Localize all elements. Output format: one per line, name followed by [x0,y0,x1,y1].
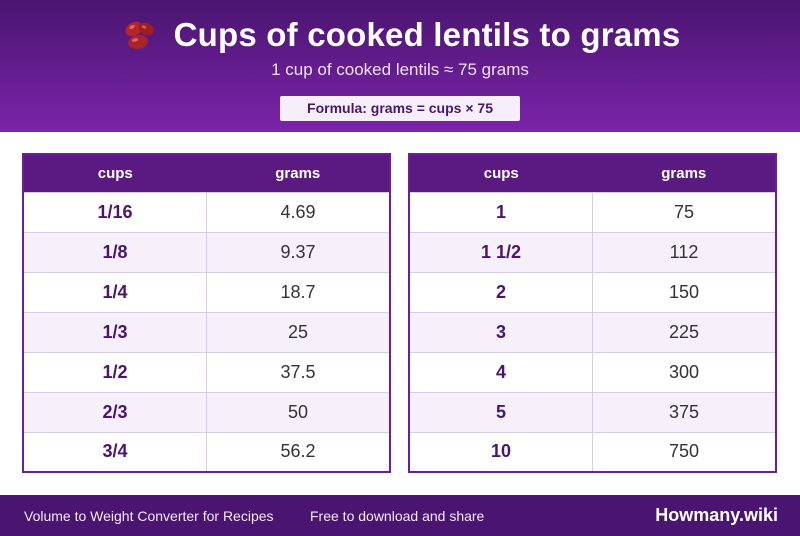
grams-cell: 9.37 [206,231,390,272]
table-row: 3 225 [409,311,776,352]
footer-share-text: Free to download and share [310,508,485,524]
table-row: 1 75 [409,191,776,232]
page-title: Cups of cooked lentils to grams [173,16,681,53]
grams-cell: 150 [592,271,776,312]
grams-cell: 112 [592,231,776,272]
cups-cell: 2 [409,271,593,312]
page-subtitle: 1 cup of cooked lentils ≈ 75 grams [271,60,529,79]
cups-cell: 2/3 [23,391,207,432]
table-row: 1/4 18.7 [23,271,390,312]
conversion-table-left: cups grams 1/16 4.69 1/8 9.37 1/4 18.7 1/3 2… [22,153,391,473]
cups-cell: 5 [409,391,593,432]
grams-cell: 225 [592,311,776,352]
formula-badge: Formula: grams = cups × 75 [280,96,520,121]
cups-cell: 1/2 [23,351,207,392]
grams-cell: 56.2 [206,431,390,472]
cups-cell: 4 [409,351,593,392]
beans-icon [120,15,160,55]
table-row: 10 750 [409,431,776,472]
footer-brand-link[interactable]: Howmany.wiki [655,505,778,525]
grams-cell: 300 [592,351,776,392]
column-header-cups: cups [23,154,207,192]
table-header-row: cups grams [23,154,390,192]
table-row: 2/3 50 [23,391,390,432]
table-row: 1/8 9.37 [23,231,390,272]
table-row: 2 150 [409,271,776,312]
footer-bar: Volume to Weight Converter for Recipes F… [0,495,800,536]
column-header-grams: grams [592,154,776,192]
table-row: 3/4 56.2 [23,431,390,472]
grams-cell: 37.5 [206,351,390,392]
cups-cell: 3/4 [23,431,207,472]
grams-cell: 375 [592,391,776,432]
cups-cell: 1/3 [23,311,207,352]
cups-cell: 1/4 [23,271,207,312]
table-row: 1/2 37.5 [23,351,390,392]
table-header-row: cups grams [409,154,776,192]
header-banner: Cups of cooked lentils to grams 1 cup of… [0,0,800,132]
table-row: 1 1/2 112 [409,231,776,272]
table-row: 1/16 4.69 [23,191,390,232]
footer-converter-text: Volume to Weight Converter for Recipes [24,508,274,524]
cups-cell: 1/16 [23,191,207,232]
title-row: Cups of cooked lentils to grams [0,12,800,58]
column-header-grams: grams [206,154,390,192]
cups-cell: 10 [409,431,593,472]
cups-cell: 1 [409,191,593,232]
grams-cell: 18.7 [206,271,390,312]
conversion-table-right: cups grams 1 75 1 1/2 112 2 150 3 225 4 300 5… [408,153,777,473]
table-row: 4 300 [409,351,776,392]
grams-cell: 25 [206,311,390,352]
grams-cell: 750 [592,431,776,472]
grams-cell: 50 [206,391,390,432]
cups-cell: 1 1/2 [409,231,593,272]
cups-cell: 1/8 [23,231,207,272]
grams-cell: 4.69 [206,191,390,232]
table-row: 5 375 [409,391,776,432]
grams-cell: 75 [592,191,776,232]
cups-cell: 3 [409,311,593,352]
table-row: 1/3 25 [23,311,390,352]
column-header-cups: cups [409,154,593,192]
